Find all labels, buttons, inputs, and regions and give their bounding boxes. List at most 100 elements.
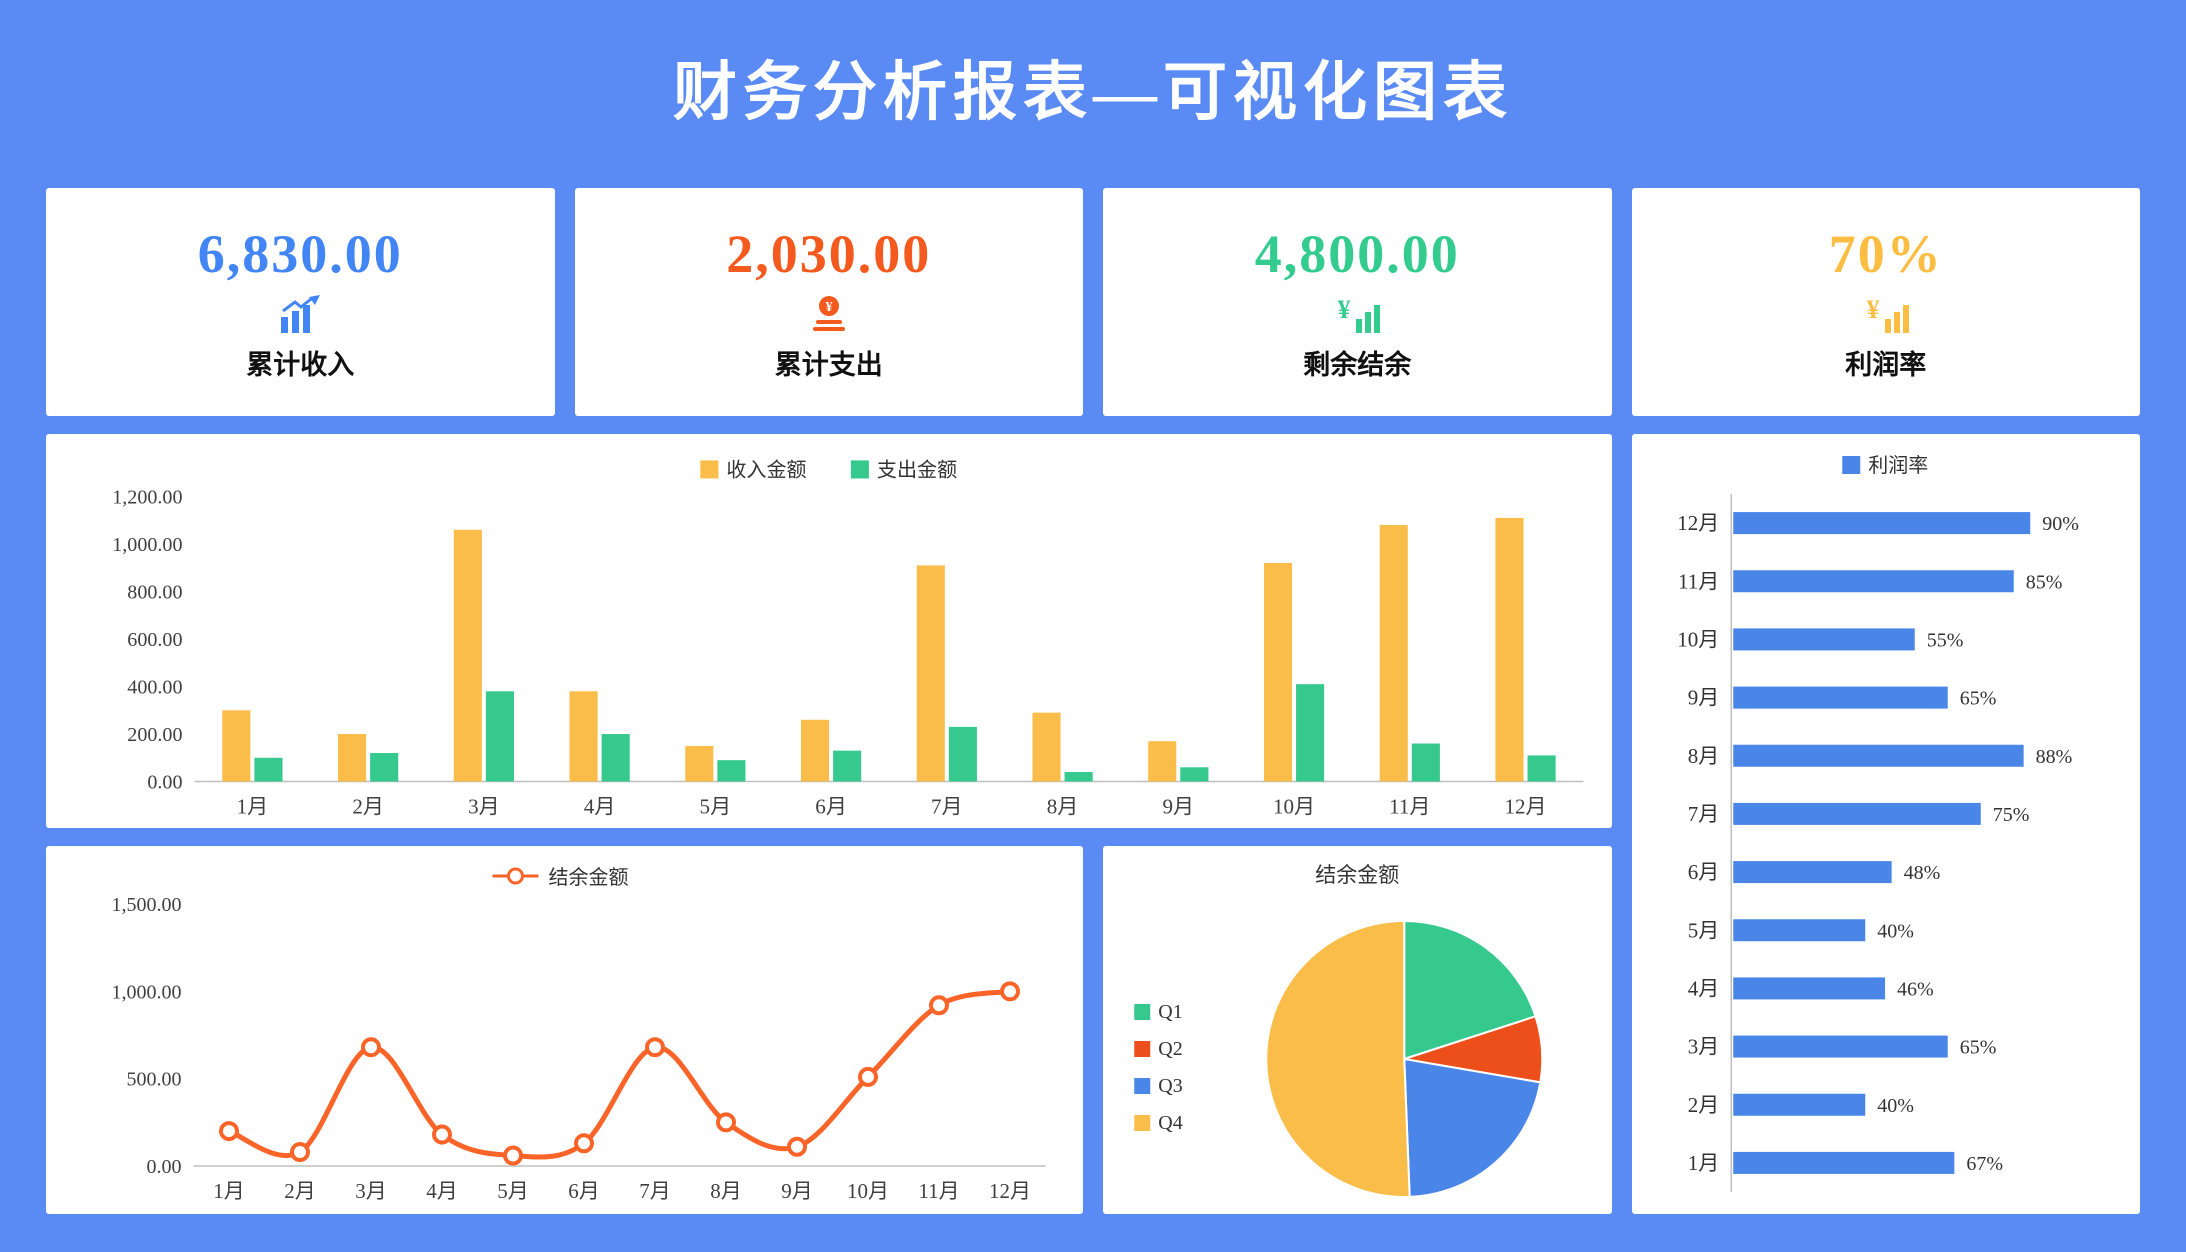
category-label: 12月 [1677, 511, 1719, 535]
pie-chart-title: 结余金额 [1315, 863, 1399, 887]
y-tick-label: 0.00 [147, 1156, 182, 1178]
data-point-marker [219, 1121, 239, 1142]
legend-label: 收入金额 [726, 458, 806, 481]
kpi-card-profit: 70% ¥ 利润率 [1631, 188, 2140, 416]
profit-bar [1732, 919, 1865, 942]
category-label: 4月 [1687, 976, 1719, 1000]
svg-text:¥: ¥ [1866, 295, 1879, 324]
profit-bar [1732, 1035, 1948, 1058]
x-tick-label: 6月 [815, 795, 847, 819]
legend-label: Q4 [1158, 1112, 1182, 1134]
x-tick-label: 3月 [468, 795, 500, 819]
data-point-marker [361, 1037, 381, 1058]
legend-swatch [1134, 1004, 1151, 1020]
legend-label: Q3 [1158, 1075, 1182, 1097]
legend-swatch [1134, 1041, 1151, 1057]
balance-line-chart-svg: 结余金额 0.00 500.00 1,000.00 1,500.00 1月 2月 3月 4月 5月… [112, 866, 1046, 1203]
profit-value-label: 65% [1959, 1037, 1996, 1059]
x-tick-label: 10月 [847, 1179, 889, 1203]
income-bar [800, 719, 830, 782]
page-title: 财务分析报表—可视化图表 [673, 57, 1513, 128]
profit-bar [1732, 861, 1892, 884]
header: 财务分析报表—可视化图表 [0, 0, 2186, 174]
legend-swatch [700, 460, 719, 479]
profit-value-label: 40% [1877, 1095, 1914, 1117]
expense-bar [370, 753, 399, 782]
x-tick-label: 7月 [931, 795, 963, 819]
profit-value-label: 40% [1877, 920, 1914, 942]
income-bar [1495, 517, 1524, 782]
expense-bar [717, 760, 746, 782]
kpi-balance-value: 4,800.00 [1254, 223, 1460, 284]
category-label: 2月 [1687, 1093, 1719, 1117]
x-tick-label: 9月 [781, 1179, 813, 1203]
data-point-marker [1000, 981, 1020, 1002]
profit-bar [1732, 1093, 1865, 1116]
x-tick-label: 8月 [710, 1179, 742, 1203]
x-tick-label: 5月 [700, 795, 732, 819]
category-label: 5月 [1687, 918, 1719, 942]
kpi-income-value: 6,830.00 [197, 223, 403, 284]
data-point-marker [645, 1037, 665, 1058]
profit-value-label: 46% [1897, 978, 1934, 1000]
data-point-marker [716, 1112, 736, 1133]
data-point-marker [574, 1133, 594, 1154]
profit-bar [1732, 512, 2030, 535]
income-bar [1032, 712, 1061, 782]
pie-slice-q3 [1403, 1057, 1542, 1198]
income-bar [1379, 525, 1408, 782]
profit-rate-bar-chart-svg: 利润率 12月 90% 11月 85% 10月 55% 9月 65% 8月 88% 7月 75% 6月 48… [1677, 454, 2078, 1192]
y-tick-label: 1,000.00 [112, 981, 182, 1003]
yuan-bars-icon: ¥ [1334, 295, 1381, 333]
expense-bar [948, 726, 977, 782]
income-bar [222, 710, 251, 782]
expense-bar [1411, 743, 1440, 782]
profit-bar [1732, 802, 1981, 825]
kpi-card-income: 6,830.00 累计收入 [46, 188, 555, 416]
profit-bar [1732, 744, 2024, 767]
balance-pie-chart-svg: 结余金额 Q1 Q2 Q3 Q4 [1134, 863, 1544, 1198]
income-bar [1148, 741, 1177, 782]
balance-line-chart: 结余金额 0.00 500.00 1,000.00 1,500.00 1月 2月 3月 4月 5月… [46, 846, 1083, 1214]
income-bar [453, 529, 482, 782]
x-tick-label: 11月 [1389, 795, 1430, 819]
profit-value-label: 75% [1992, 804, 2029, 826]
x-tick-label: 10月 [1273, 795, 1315, 819]
legend-swatch [1134, 1078, 1151, 1094]
yuan-bars-icon: ¥ [1863, 295, 1909, 333]
coin-stack-yuan-icon: ¥ [809, 295, 849, 333]
data-point-marker [858, 1066, 878, 1087]
expense-bar [254, 757, 283, 782]
profit-bar [1732, 977, 1885, 1000]
profit-bar [1732, 686, 1948, 709]
expense-bar [1064, 772, 1093, 782]
income-bar [1263, 563, 1293, 782]
y-tick-label: 600.00 [127, 629, 182, 651]
data-point-marker [432, 1124, 452, 1145]
legend-label: Q2 [1158, 1038, 1182, 1060]
category-label: 3月 [1687, 1035, 1719, 1059]
data-point-marker [290, 1142, 310, 1163]
legend-label: 利润率 [1868, 454, 1928, 477]
y-tick-label: 200.00 [127, 724, 182, 746]
profit-value-label: 48% [1903, 862, 1940, 884]
y-tick-label: 500.00 [127, 1069, 182, 1091]
category-label: 7月 [1687, 802, 1719, 826]
x-tick-label: 9月 [1163, 795, 1195, 819]
profit-value-label: 85% [2025, 571, 2062, 593]
category-label: 6月 [1687, 860, 1719, 884]
legend-swatch [1841, 456, 1860, 474]
y-tick-label: 1,000.00 [112, 534, 182, 556]
income-expense-bar-chart: 收入金额 支出金额 0.00 200.00 400.00 600.00 800.00 1,00… [46, 434, 1612, 828]
x-tick-label: 3月 [355, 1179, 387, 1203]
profit-rate-bar-chart: 利润率 12月 90% 11月 85% 10月 55% 9月 65% 8月 88% 7月 75% 6月 48… [1631, 434, 2140, 1214]
profit-value-label: 55% [1926, 629, 1963, 651]
expense-bar [1296, 684, 1325, 782]
category-label: 10月 [1677, 627, 1719, 651]
x-tick-label: 1月 [213, 1179, 245, 1203]
expense-bar [833, 750, 862, 782]
x-tick-label: 12月 [989, 1179, 1031, 1203]
legend-label: Q1 [1158, 1001, 1182, 1023]
category-label: 8月 [1687, 744, 1719, 768]
y-tick-label: 800.00 [127, 582, 182, 604]
